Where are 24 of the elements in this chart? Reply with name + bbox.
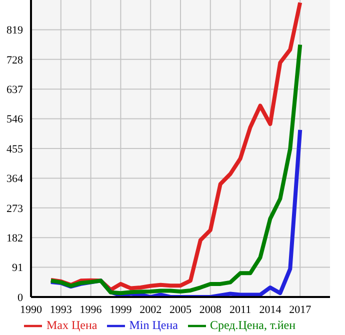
y-tick-label: 728 xyxy=(6,54,24,66)
y-tick-label: 819 xyxy=(6,24,24,37)
x-tick-label: 2017 xyxy=(289,304,312,316)
y-tick-label: 637 xyxy=(6,84,24,96)
x-tick-label: 2008 xyxy=(199,304,222,316)
legend-label: Max Цена xyxy=(46,318,98,332)
y-tick-label: 273 xyxy=(6,202,24,215)
x-tick-label: 1996 xyxy=(80,304,102,316)
x-tick-label: 2002 xyxy=(140,304,162,316)
y-tick-label: 0 xyxy=(18,292,24,304)
line-series xyxy=(48,42,302,296)
y-tick-label: 182 xyxy=(6,232,23,245)
y-tick-label: 455 xyxy=(6,143,24,156)
x-tick-label: 2011 xyxy=(230,304,252,316)
y-tick-label: 364 xyxy=(6,173,24,186)
y-tick-label: 546 xyxy=(6,114,24,126)
x-tick-label: 2005 xyxy=(170,304,192,316)
x-tick-label: 1999 xyxy=(110,304,132,316)
legend-label: Сред.Цена, т.йен xyxy=(210,318,296,332)
y-tick-label: 91 xyxy=(12,262,23,274)
x-tick-label: 1990 xyxy=(20,304,42,316)
legend-label: Min Цена xyxy=(129,318,178,332)
x-tick-label: 2014 xyxy=(259,304,282,316)
x-tick-label: 1993 xyxy=(50,304,72,316)
